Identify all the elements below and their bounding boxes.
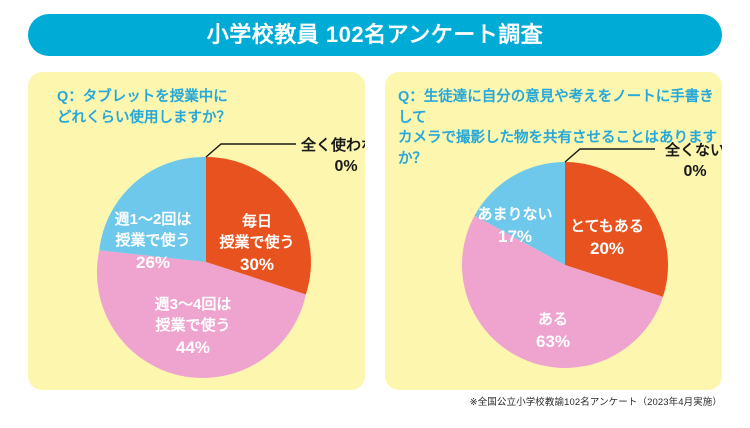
slice-label-3to4-line2: 授業で使う xyxy=(155,316,230,334)
slice-percent-very-often: 20% xyxy=(590,239,624,258)
pie-slice-very-often[interactable] xyxy=(565,162,669,297)
slice-label-daily-line1: 毎日 xyxy=(242,212,272,230)
callout-leader-line xyxy=(564,148,655,163)
question-text-notebook-camera-share: Q：生徒達に自分の意見や考えをノートに手書きして カメラで撮影した物を共有させる… xyxy=(398,89,717,167)
pie-chart-tablet-usage-svg: 毎日 授業で使う 30% 週3～4回は 授業で使う 44% 週1～2回は 授業で… xyxy=(96,136,365,378)
pie-slice-1to2-times-week[interactable] xyxy=(99,156,206,262)
question-text-tablet-usage: Q：タブレットを授業中に どれくらい使用しますか？ xyxy=(57,89,231,126)
slice-percent-sometimes: 63% xyxy=(536,332,570,351)
slice-label-daily-line2: 授業で使う xyxy=(219,233,294,251)
pie-chart-notebook-camera-share-svg: とてもある 20% ある 63% あまりない 17% 全くない 0% xyxy=(462,141,722,368)
slice-label-sometimes: ある xyxy=(538,311,568,328)
pie-slice-rarely[interactable] xyxy=(474,162,565,265)
survey-card-tablet-usage: Q：タブレットを授業中に どれくらい使用しますか？ 毎日 授業で使う 30% 週… xyxy=(28,72,365,390)
slice-label-3to4-line1: 週3～4回は xyxy=(155,296,232,313)
callout-label-never: 全く使わない xyxy=(300,136,365,154)
pie-slice-sometimes[interactable] xyxy=(462,215,663,368)
slice-label-very-often: とてもある xyxy=(570,218,644,235)
callout-label-never: 全くない xyxy=(664,141,722,159)
callout-percent-never: 0% xyxy=(683,163,706,180)
pie-slice-3to4-times-week[interactable] xyxy=(96,250,306,378)
callout-leader-line xyxy=(205,143,296,158)
slice-label-1to2-line2: 授業で使う xyxy=(115,231,190,249)
pie-chart-tablet-usage: 毎日 授業で使う 30% 週3～4回は 授業で使う 44% 週1～2回は 授業で… xyxy=(28,72,365,390)
slice-percent-3to4: 44% xyxy=(176,338,210,357)
slice-label-1to2-line1: 週1～2回は xyxy=(115,211,192,228)
slice-percent-daily: 30% xyxy=(240,255,274,274)
callout-percent-never: 0% xyxy=(334,158,357,175)
slice-percent-rarely: 17% xyxy=(498,227,532,246)
pie-slice-daily[interactable] xyxy=(206,157,311,295)
page-title: 小学校教員 102名アンケート調査 xyxy=(206,22,544,47)
pie-chart-notebook-camera-share: とてもある 20% ある 63% あまりない 17% 全くない 0% xyxy=(385,72,722,390)
survey-source-footnote: ※全国公立小学校教諭102名アンケート（2023年4月実施） xyxy=(469,397,722,408)
header-banner: 小学校教員 102名アンケート調査 xyxy=(28,14,722,56)
survey-card-notebook-camera-share: Q：生徒達に自分の意見や考えをノートに手書きして カメラで撮影した物を共有させる… xyxy=(385,72,722,390)
slice-percent-1to2: 26% xyxy=(136,253,170,272)
slice-label-rarely: あまりない xyxy=(477,206,552,223)
